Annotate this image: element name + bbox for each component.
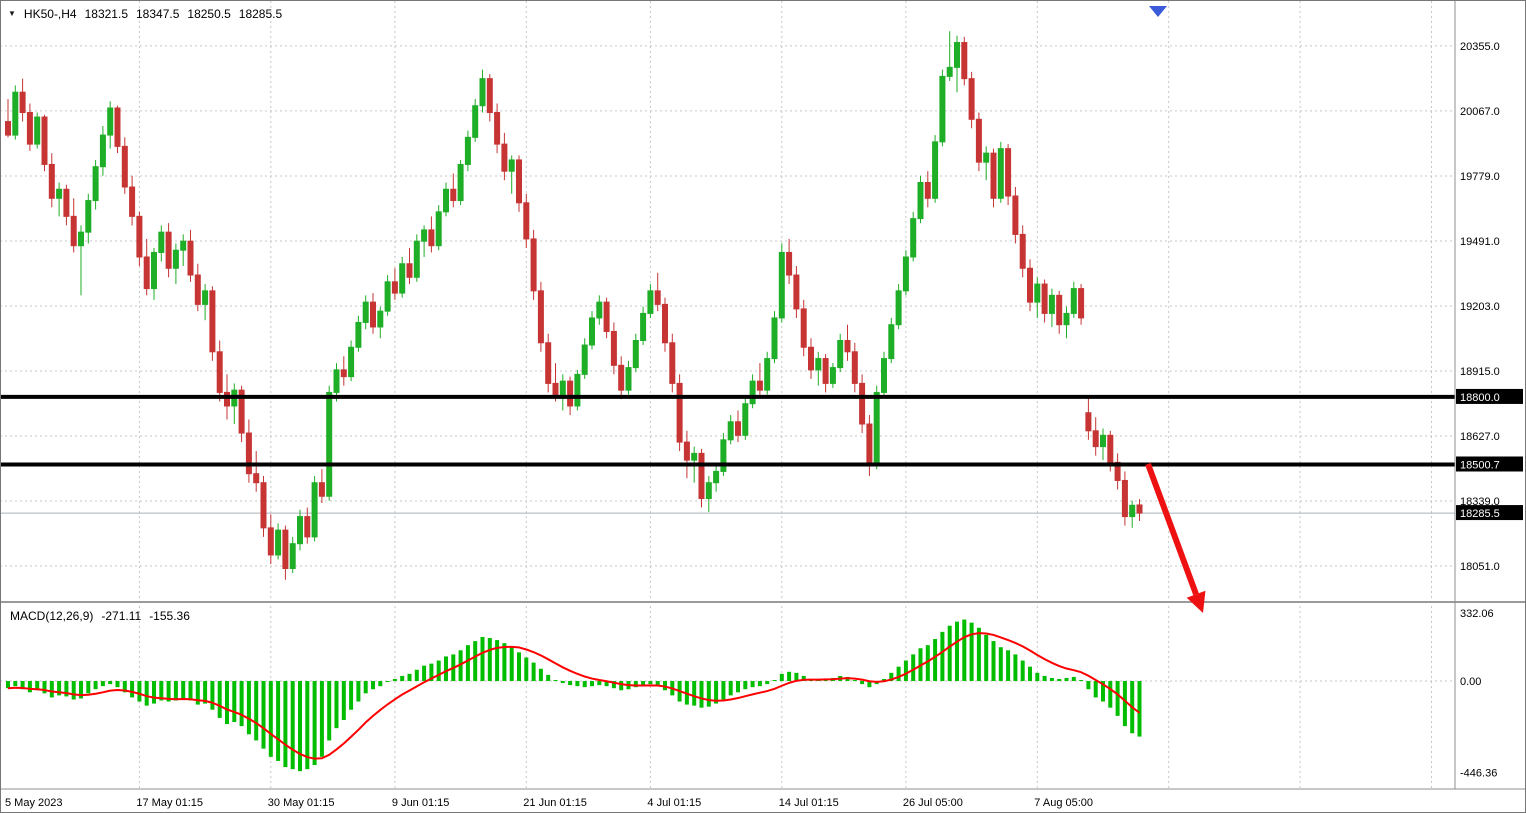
quote-close: 18285.5	[238, 7, 283, 21]
macd-axis-label: -446.36	[1460, 767, 1497, 779]
price-axis-label: 18339.0	[1460, 496, 1500, 508]
time-axis-label: 21 Jun 01:15	[523, 797, 587, 809]
time-axis-label: 9 Jun 01:15	[392, 797, 450, 809]
symbol-period: HK50-,H4	[23, 7, 77, 21]
price-badge: 18500.7	[1460, 459, 1500, 471]
price-badge-bg	[1456, 456, 1523, 472]
macd-axis-label: 332.06	[1460, 608, 1494, 620]
quote-low: 18250.5	[187, 7, 231, 21]
price-badge-bg	[1456, 505, 1523, 521]
price-axis-label: 20355.0	[1460, 41, 1500, 53]
macd-indicator-label: MACD(12,26,9) -271.11 -155.36	[10, 609, 190, 623]
price-axis-label: 19491.0	[1460, 236, 1500, 248]
time-axis-label: 17 May 01:15	[136, 797, 203, 809]
price-badge-bg	[1456, 388, 1523, 404]
price-axis-label: 18915.0	[1460, 366, 1500, 378]
time-axis-label: 7 Aug 05:00	[1034, 797, 1093, 809]
macd-signal-line	[7, 632, 1141, 760]
time-axis-label: 14 Jul 01:15	[779, 797, 839, 809]
quote-bar: ▼ HK50-,H4 18321.5 18347.5 18250.5 18285…	[8, 7, 282, 21]
macd-histogram	[6, 619, 1142, 772]
symbol-marker-icon: ▼	[8, 9, 16, 18]
time-axis-label: 5 May 2023	[5, 797, 62, 809]
price-axis-label: 19779.0	[1460, 171, 1500, 183]
price-axis-label: 18627.0	[1460, 431, 1500, 443]
quote-high: 18347.5	[136, 7, 180, 21]
price-axis-label: 20067.0	[1460, 106, 1500, 118]
trend-arrow-annotation[interactable]	[1145, 462, 1206, 613]
time-axis-label: 26 Jul 05:00	[903, 797, 963, 809]
price-badge: 18285.5	[1460, 508, 1500, 520]
macd-signal-value: -155.36	[149, 609, 190, 623]
price-axis-label: 18051.0	[1460, 561, 1500, 573]
price-axis[interactable]: 20355.0 20067.0 19779.0 19491.0 19203.0 18915…	[1456, 41, 1523, 780]
time-axis[interactable]: 5 May 2023 17 May 01:15 30 May 01:15 9 Jun …	[5, 797, 1093, 809]
price-axis-label: 19203.0	[1460, 301, 1500, 313]
time-axis-label: 4 Jul 01:15	[647, 797, 701, 809]
macd-axis-label: 0.00	[1460, 676, 1481, 688]
time-axis-label: 30 May 01:15	[268, 797, 335, 809]
macd-name: MACD(12,26,9)	[10, 609, 94, 623]
quote-open: 18321.5	[84, 7, 128, 21]
candlestick-series	[5, 31, 1143, 580]
chart-shift-marker-icon[interactable]	[1149, 6, 1167, 17]
price-badge: 18800.0	[1460, 392, 1500, 404]
macd-main-value: -271.11	[101, 609, 142, 623]
